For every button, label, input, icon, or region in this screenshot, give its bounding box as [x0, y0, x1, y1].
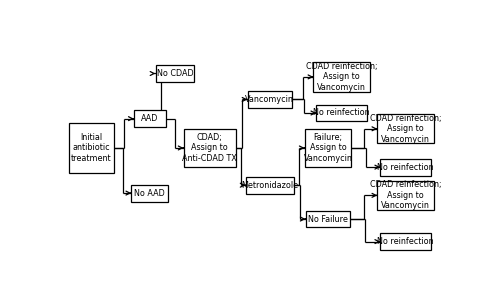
Text: Failure;
Assign to
Vancomycin: Failure; Assign to Vancomycin [304, 133, 352, 163]
FancyBboxPatch shape [132, 185, 168, 202]
Text: No CDAD: No CDAD [156, 69, 193, 78]
Text: No reinfection: No reinfection [377, 237, 434, 246]
FancyBboxPatch shape [378, 114, 434, 144]
FancyBboxPatch shape [134, 110, 166, 127]
Text: CDAD reinfection;
Assign to
Vancomycin: CDAD reinfection; Assign to Vancomycin [370, 114, 442, 144]
Text: AAD: AAD [141, 114, 158, 123]
Text: No reinfection: No reinfection [313, 108, 370, 117]
FancyBboxPatch shape [314, 62, 370, 92]
FancyBboxPatch shape [246, 177, 294, 194]
FancyBboxPatch shape [70, 123, 114, 173]
Text: No Failure: No Failure [308, 214, 348, 224]
FancyBboxPatch shape [248, 91, 292, 108]
Text: Metronidazole: Metronidazole [241, 181, 298, 190]
Text: No AAD: No AAD [134, 189, 165, 197]
FancyBboxPatch shape [306, 211, 350, 227]
Text: Vancomycin: Vancomycin [246, 95, 294, 104]
FancyBboxPatch shape [304, 129, 351, 167]
Text: No reinfection: No reinfection [377, 163, 434, 172]
Text: CDAD reinfection;
Assign to
Vancomycin: CDAD reinfection; Assign to Vancomycin [370, 180, 442, 210]
Text: Initial
antibiotic
treatment: Initial antibiotic treatment [72, 133, 112, 163]
FancyBboxPatch shape [380, 233, 430, 250]
Text: CDAD;
Assign to
Anti-CDAD TX: CDAD; Assign to Anti-CDAD TX [182, 133, 237, 163]
FancyBboxPatch shape [380, 159, 430, 176]
FancyBboxPatch shape [316, 105, 366, 122]
Text: CDAD reinfection;
Assign to
Vancomycin: CDAD reinfection; Assign to Vancomycin [306, 62, 378, 92]
FancyBboxPatch shape [184, 129, 236, 167]
FancyBboxPatch shape [156, 65, 194, 82]
FancyBboxPatch shape [378, 181, 434, 210]
